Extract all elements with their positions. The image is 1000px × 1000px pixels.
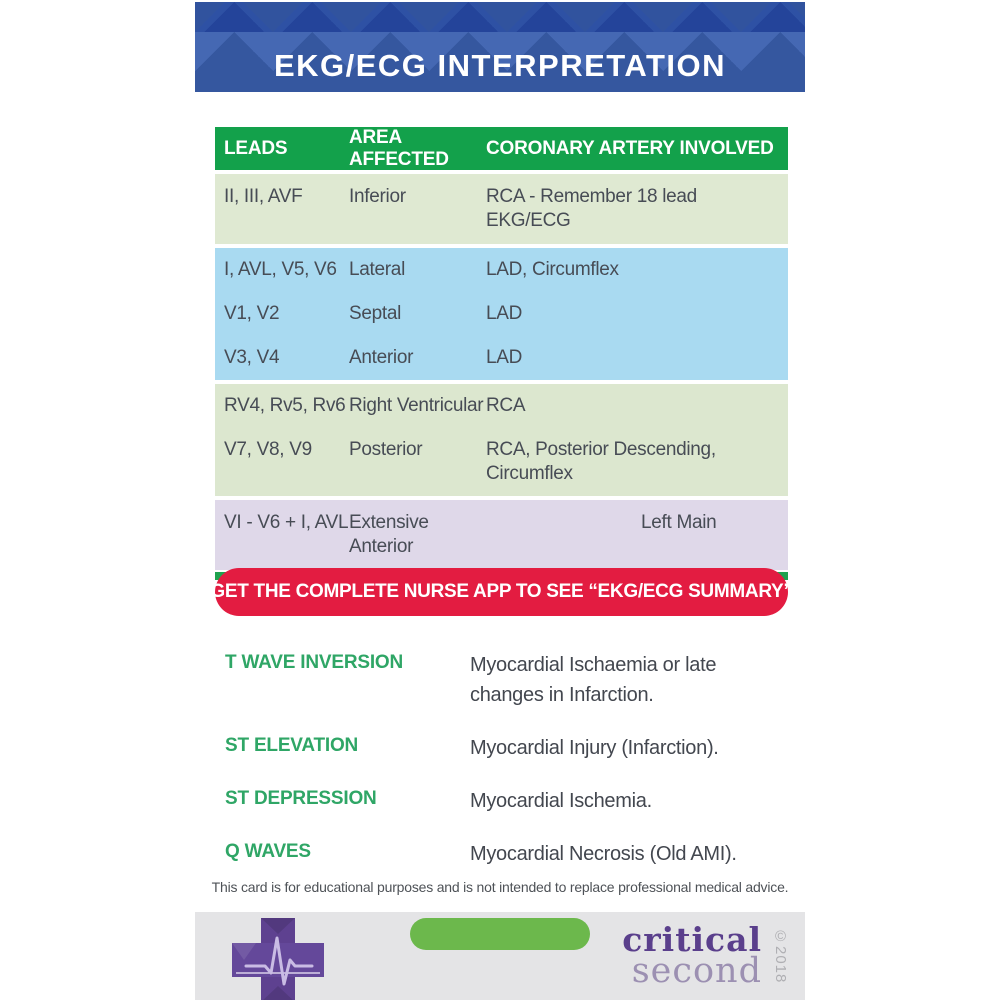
cell-leads: II, III, AVF bbox=[224, 186, 303, 207]
cell-leads: RV4, Rv5, Rv6 bbox=[224, 395, 346, 416]
list-item: Q WAVES Myocardial Necrosis (Old AMI). bbox=[225, 839, 787, 869]
disclaimer-text: This card is for educational purposes an… bbox=[211, 879, 789, 895]
cell-artery: LAD, Circumflex bbox=[486, 259, 619, 280]
table-section-lateral-septal-anterior: I, AVL, V5, V6 Lateral LAD, Circumflex V… bbox=[215, 248, 788, 380]
column-header-leads: LEADS bbox=[224, 137, 288, 159]
cell-artery: LAD bbox=[486, 347, 523, 368]
table-row: V7, V8, V9 Posterior RCA, Posterior Desc… bbox=[215, 428, 788, 496]
header-banner: EKG/ECG INTERPRETATION bbox=[195, 2, 805, 92]
list-item: ST ELEVATION Myocardial Injury (Infarcti… bbox=[225, 733, 787, 763]
table-row: RV4, Rv5, Rv6 Right Ventricular RCA bbox=[215, 384, 788, 428]
column-header-artery: CORONARY ARTERY INVOLVED bbox=[486, 137, 774, 159]
table-section-rv-posterior: RV4, Rv5, Rv6 Right Ventricular RCA V7, … bbox=[215, 384, 788, 496]
banner-text-prefix: GET THE bbox=[210, 581, 296, 602]
definition-description: Myocardial Necrosis (Old AMI). bbox=[470, 843, 737, 865]
cell-artery: LAD bbox=[486, 303, 523, 324]
leads-table: LEADS AREA AFFECTED CORONARY ARTERY INVO… bbox=[215, 127, 788, 580]
table-row: II, III, AVF Inferior RCA - Remember 18 … bbox=[215, 174, 788, 244]
definition-term: ST ELEVATION bbox=[225, 735, 359, 756]
definition-description: Myocardial Ischaemia or late changes in … bbox=[470, 654, 717, 706]
brand-logo-text: critical second bbox=[622, 919, 762, 992]
definition-term: ST DEPRESSION bbox=[225, 788, 377, 809]
definitions-list: T WAVE INVERSION Myocardial Ischaemia or… bbox=[225, 650, 787, 869]
footer-green-pill bbox=[410, 918, 590, 950]
cell-leads: VI - V6 + I, AVL bbox=[224, 512, 349, 533]
page-title: EKG/ECG INTERPRETATION bbox=[273, 48, 727, 83]
definition-description: Myocardial Ischemia. bbox=[470, 790, 652, 812]
cell-leads: V3, V4 bbox=[224, 347, 280, 368]
brand-line-2: second bbox=[631, 951, 762, 992]
app-promo-banner: GET THE COMPLETE NURSE APP TO SEE “EKG/E… bbox=[210, 568, 793, 616]
table-row: VI - V6 + I, AVL Extensive Anterior Left… bbox=[215, 500, 788, 570]
definition-term: Q WAVES bbox=[225, 841, 311, 862]
cell-area: Lateral bbox=[349, 259, 405, 280]
brand-line-1: critical bbox=[622, 919, 762, 959]
cell-area: Posterior bbox=[349, 439, 423, 460]
table-section-extensive-anterior: VI - V6 + I, AVL Extensive Anterior Left… bbox=[215, 500, 788, 570]
cell-artery: RCA bbox=[486, 395, 526, 416]
definition-description: Myocardial Injury (Infarction). bbox=[470, 737, 719, 759]
copyright-text: ©2018 bbox=[772, 928, 789, 984]
banner-text-suffix: APP TO SEE “EKG/ECG SUMMARY” bbox=[468, 581, 793, 602]
table-section-inferior: II, III, AVF Inferior RCA - Remember 18 … bbox=[215, 174, 788, 244]
column-header-area: AREA AFFECTED bbox=[349, 126, 449, 170]
header-pattern-bottom: EKG/ECG INTERPRETATION bbox=[195, 32, 805, 92]
cell-area: Inferior bbox=[349, 186, 406, 207]
cell-artery: RCA - Remember 18 lead EKG/ECG bbox=[486, 186, 697, 231]
table-header-row: LEADS AREA AFFECTED CORONARY ARTERY INVO… bbox=[215, 127, 788, 170]
cell-area: Right Ventricular bbox=[349, 395, 484, 416]
cell-area: Septal bbox=[349, 303, 402, 324]
table-row: V3, V4 Anterior LAD bbox=[215, 336, 788, 380]
banner-app-name: COMPLETE NURSE bbox=[295, 581, 469, 602]
header-pattern-top bbox=[195, 2, 805, 32]
cell-leads: V1, V2 bbox=[224, 303, 280, 324]
medical-cross-ecg-icon bbox=[232, 918, 324, 1000]
table-row: I, AVL, V5, V6 Lateral LAD, Circumflex bbox=[215, 248, 788, 292]
cell-artery: RCA, Posterior Descending, Circumflex bbox=[486, 439, 716, 484]
table-row: V1, V2 Septal LAD bbox=[215, 292, 788, 336]
list-item: T WAVE INVERSION Myocardial Ischaemia or… bbox=[225, 650, 787, 710]
cell-area: Anterior bbox=[349, 347, 414, 368]
cell-leads: V7, V8, V9 bbox=[224, 439, 312, 460]
definition-term: T WAVE INVERSION bbox=[225, 652, 404, 673]
cell-leads: I, AVL, V5, V6 bbox=[224, 259, 337, 280]
cell-artery: Left Main bbox=[641, 512, 717, 533]
footer-bar: critical second ©2018 bbox=[195, 912, 805, 1000]
cell-area: Extensive Anterior bbox=[349, 512, 429, 557]
list-item: ST DEPRESSION Myocardial Ischemia. bbox=[225, 786, 787, 816]
